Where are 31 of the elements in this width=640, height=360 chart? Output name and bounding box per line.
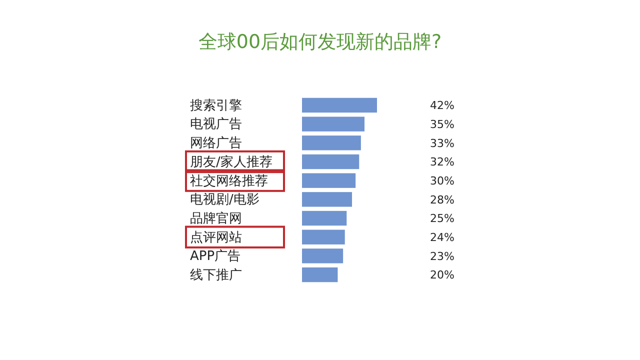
- bar: [302, 210, 347, 226]
- y-tick-label: 线下推广: [190, 268, 242, 283]
- data-label: 42%: [430, 99, 454, 112]
- y-tick-label: 网络广告: [190, 136, 242, 152]
- bar: [302, 98, 377, 113]
- y-tick-label: APP广告: [190, 249, 241, 264]
- bar: [302, 173, 356, 188]
- y-tick-label: 朋友/家人推荐: [190, 154, 272, 170]
- bar: [302, 267, 338, 282]
- data-label: 33%: [430, 136, 454, 150]
- y-tick-label: 社交网络推荐: [190, 172, 268, 189]
- data-label: 23%: [430, 250, 454, 263]
- y-tick-label: 电视剧/电影: [190, 192, 260, 208]
- data-label: 32%: [430, 156, 454, 169]
- bar: [302, 154, 360, 170]
- data-label: 24%: [430, 230, 454, 244]
- y-tick-label: 搜索引擎: [190, 98, 242, 114]
- bar: [302, 192, 352, 207]
- chart-title: 全球00后如何发现新的品牌?: [198, 31, 442, 53]
- bar: [302, 136, 361, 150]
- bar: [302, 248, 344, 264]
- y-tick-label: 电视广告: [190, 117, 242, 132]
- bar: [302, 116, 364, 132]
- data-label: 25%: [430, 212, 454, 226]
- data-label: 20%: [430, 268, 454, 282]
- data-label: 28%: [430, 193, 454, 206]
- bar: [302, 230, 345, 244]
- y-tick-label: 点评网站: [190, 230, 242, 246]
- data-label: 35%: [430, 118, 454, 131]
- data-label: 30%: [430, 174, 454, 188]
- y-tick-label: 品牌官网: [190, 210, 242, 226]
